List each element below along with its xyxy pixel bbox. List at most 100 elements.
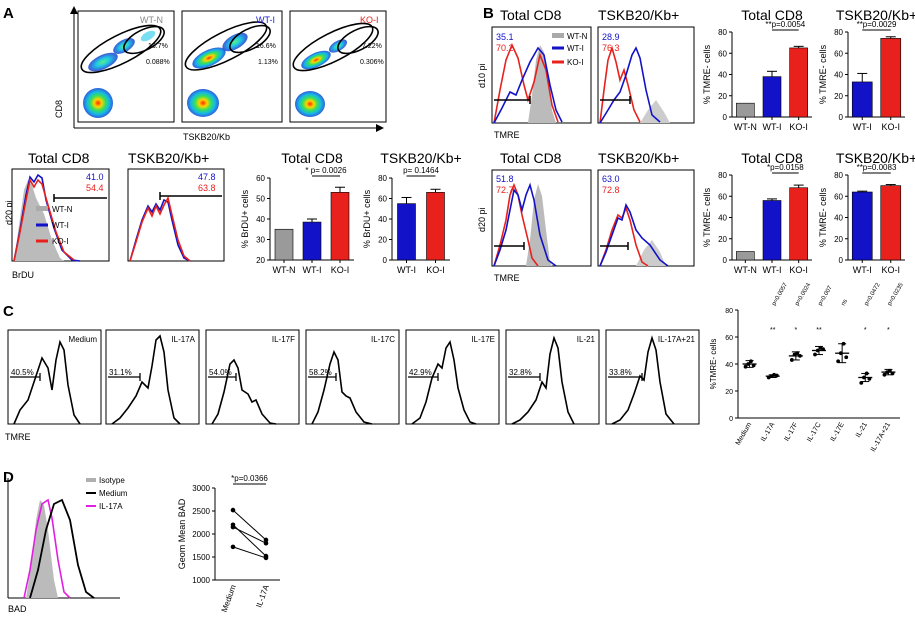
y-tick-label: 20 (834, 92, 843, 101)
panel-letter-b: B (483, 5, 494, 22)
x-tick-label: WT-I (303, 265, 322, 275)
flow-header-ko-i: KO-I (360, 15, 379, 25)
data-point (887, 368, 892, 373)
hist-bad (7, 478, 120, 599)
p-value-label: p=0.0057 (771, 282, 789, 307)
x-tick-label: IL-17A (254, 583, 271, 609)
flow-gate-label: 0.088% (146, 59, 170, 66)
bar (274, 228, 294, 261)
flow-gate-label: 13.7% (148, 43, 168, 50)
hist-value-red: 54.4 (86, 183, 104, 193)
significance-label: p= 0.1464 (403, 166, 439, 175)
hist-trace (511, 335, 575, 425)
y-tick-label: 80 (718, 28, 727, 37)
y-tick-label: 0 (723, 256, 728, 265)
hist-trace (211, 358, 277, 425)
hist-trace (411, 339, 477, 425)
data-point (836, 359, 841, 364)
data-point (230, 524, 236, 530)
x-tick-label: IL-17F (783, 422, 799, 443)
y-tick-label: 40 (834, 71, 843, 80)
chart-title: TSKB20/Kb+ (836, 7, 915, 23)
legend-label: WT-N (52, 205, 73, 214)
hist-trace (13, 339, 81, 425)
bar (736, 251, 755, 261)
data-point (751, 363, 756, 368)
flow-gate-label: 0.306% (360, 59, 384, 66)
flow-x-label: TSKB20/Kb (183, 132, 230, 142)
hist-x-label: BrDU (12, 270, 34, 280)
significance-star: * (794, 327, 797, 334)
y-tick-label: 80 (834, 171, 843, 180)
hist-tskb-brdu: 47.8 63.8 (127, 168, 225, 262)
hist-value-red: 70.2 (496, 43, 514, 53)
hist-tskb-tmre-d10: 28.9 76.3 (597, 26, 695, 124)
legend-label: KO-I (567, 58, 583, 67)
significance-label: **p=0.0083 (857, 163, 897, 172)
data-point (749, 359, 753, 364)
legend-d: Isotype Medium IL-17A (86, 476, 128, 511)
data-point (838, 351, 843, 356)
data-point (864, 371, 869, 376)
flow-header-wt-n: WT-N (140, 15, 163, 25)
y-tick-label: 20 (718, 92, 727, 101)
x-tick-label: WT-I (853, 122, 872, 132)
hist-title: Total CD8 (500, 7, 562, 23)
y-tick-label: 20 (718, 235, 727, 244)
bar (302, 221, 322, 261)
flow-y-label: CD8 (54, 100, 64, 118)
panel-letter-c: C (3, 303, 14, 320)
legend-label: WT-I (567, 44, 584, 53)
data-point (859, 381, 864, 385)
bar (762, 200, 782, 261)
legend-label: KO-I (52, 237, 68, 246)
legend-label: WT-I (52, 221, 69, 230)
bar (789, 47, 808, 118)
scatter-chart-c: 0 20 40 60 80 %TMRE- cells Medium IL-17A p=0.005… (709, 282, 905, 454)
y-tick-label: 80 (834, 28, 843, 37)
data-point (746, 362, 751, 366)
hist-total-cd8-tmre-d10: 35.1 70.2 (491, 26, 592, 124)
y-axis-label: Geom Mean BAD (177, 498, 187, 569)
y-axis-label: % BrDU+ cells (240, 189, 250, 248)
y-tick-label: 80 (725, 308, 733, 315)
hist-total-cd8-tmre-d20: 51.8 72.7 (491, 169, 592, 267)
hist-condition-label: IL-21 (577, 335, 596, 344)
data-point (813, 352, 817, 357)
significance-star: ** (770, 327, 776, 334)
x-tick-label: KO-I (881, 265, 900, 275)
y-tick-label: 40 (256, 215, 265, 224)
paired-chart-d: 1000 1500 2000 2500 3000 Geom Mean BAD Medium I… (177, 474, 280, 613)
flow-x-arrow-icon (376, 124, 384, 132)
hist-value-red: 63.8 (198, 183, 216, 193)
x-tick-label: KO-I (331, 265, 350, 275)
y-axis-label: % BrDU+ cells (362, 189, 372, 248)
flow-header-wt-i: WT-I (256, 15, 275, 25)
x-tick-label: WT-I (763, 265, 782, 275)
hist-title: TSKB20/Kb+ (128, 150, 209, 166)
y-tick-label: 20 (256, 256, 265, 265)
hist-value-red: 76.3 (602, 43, 620, 53)
hist-value-blue: 28.9 (602, 32, 620, 42)
x-tick-label: Medium (735, 421, 754, 446)
y-tick-label: 0 (729, 416, 733, 423)
data-point (230, 544, 236, 550)
hist-percent: 42.9% (409, 368, 432, 377)
significance-label: **p=0.0029 (857, 20, 897, 29)
hist-condition-label: IL-17F (272, 335, 295, 344)
hist-value-blue: 63.0 (602, 174, 620, 184)
hist-trace (311, 349, 373, 425)
hist-x-label: TMRE (494, 130, 520, 140)
y-tick-label: 0 (839, 256, 844, 265)
hist-x-label: TMRE (494, 273, 520, 283)
hist-value-blue: 51.8 (496, 174, 514, 184)
hist-title: TSKB20/Kb+ (598, 7, 679, 23)
y-tick-label: 2500 (192, 507, 210, 516)
flow-gate-label: 7.22% (362, 43, 382, 50)
bar-chart-a-total-cd8: 20 30 40 50 60 WT-N WT-I KO-I Total CD8 % BrDU+ c… (240, 150, 354, 275)
bar-chart-b-tskb-d10: 0 20 40 60 80 WT-I KO-I TSKB20/Kb+ % TMRE- cells… (818, 7, 915, 132)
hist-percent: 32.8% (509, 368, 532, 377)
y-axis-label: % TMRE- cells (702, 187, 712, 247)
p-value-label: p=0.007 (818, 284, 834, 307)
data-point (890, 371, 895, 376)
